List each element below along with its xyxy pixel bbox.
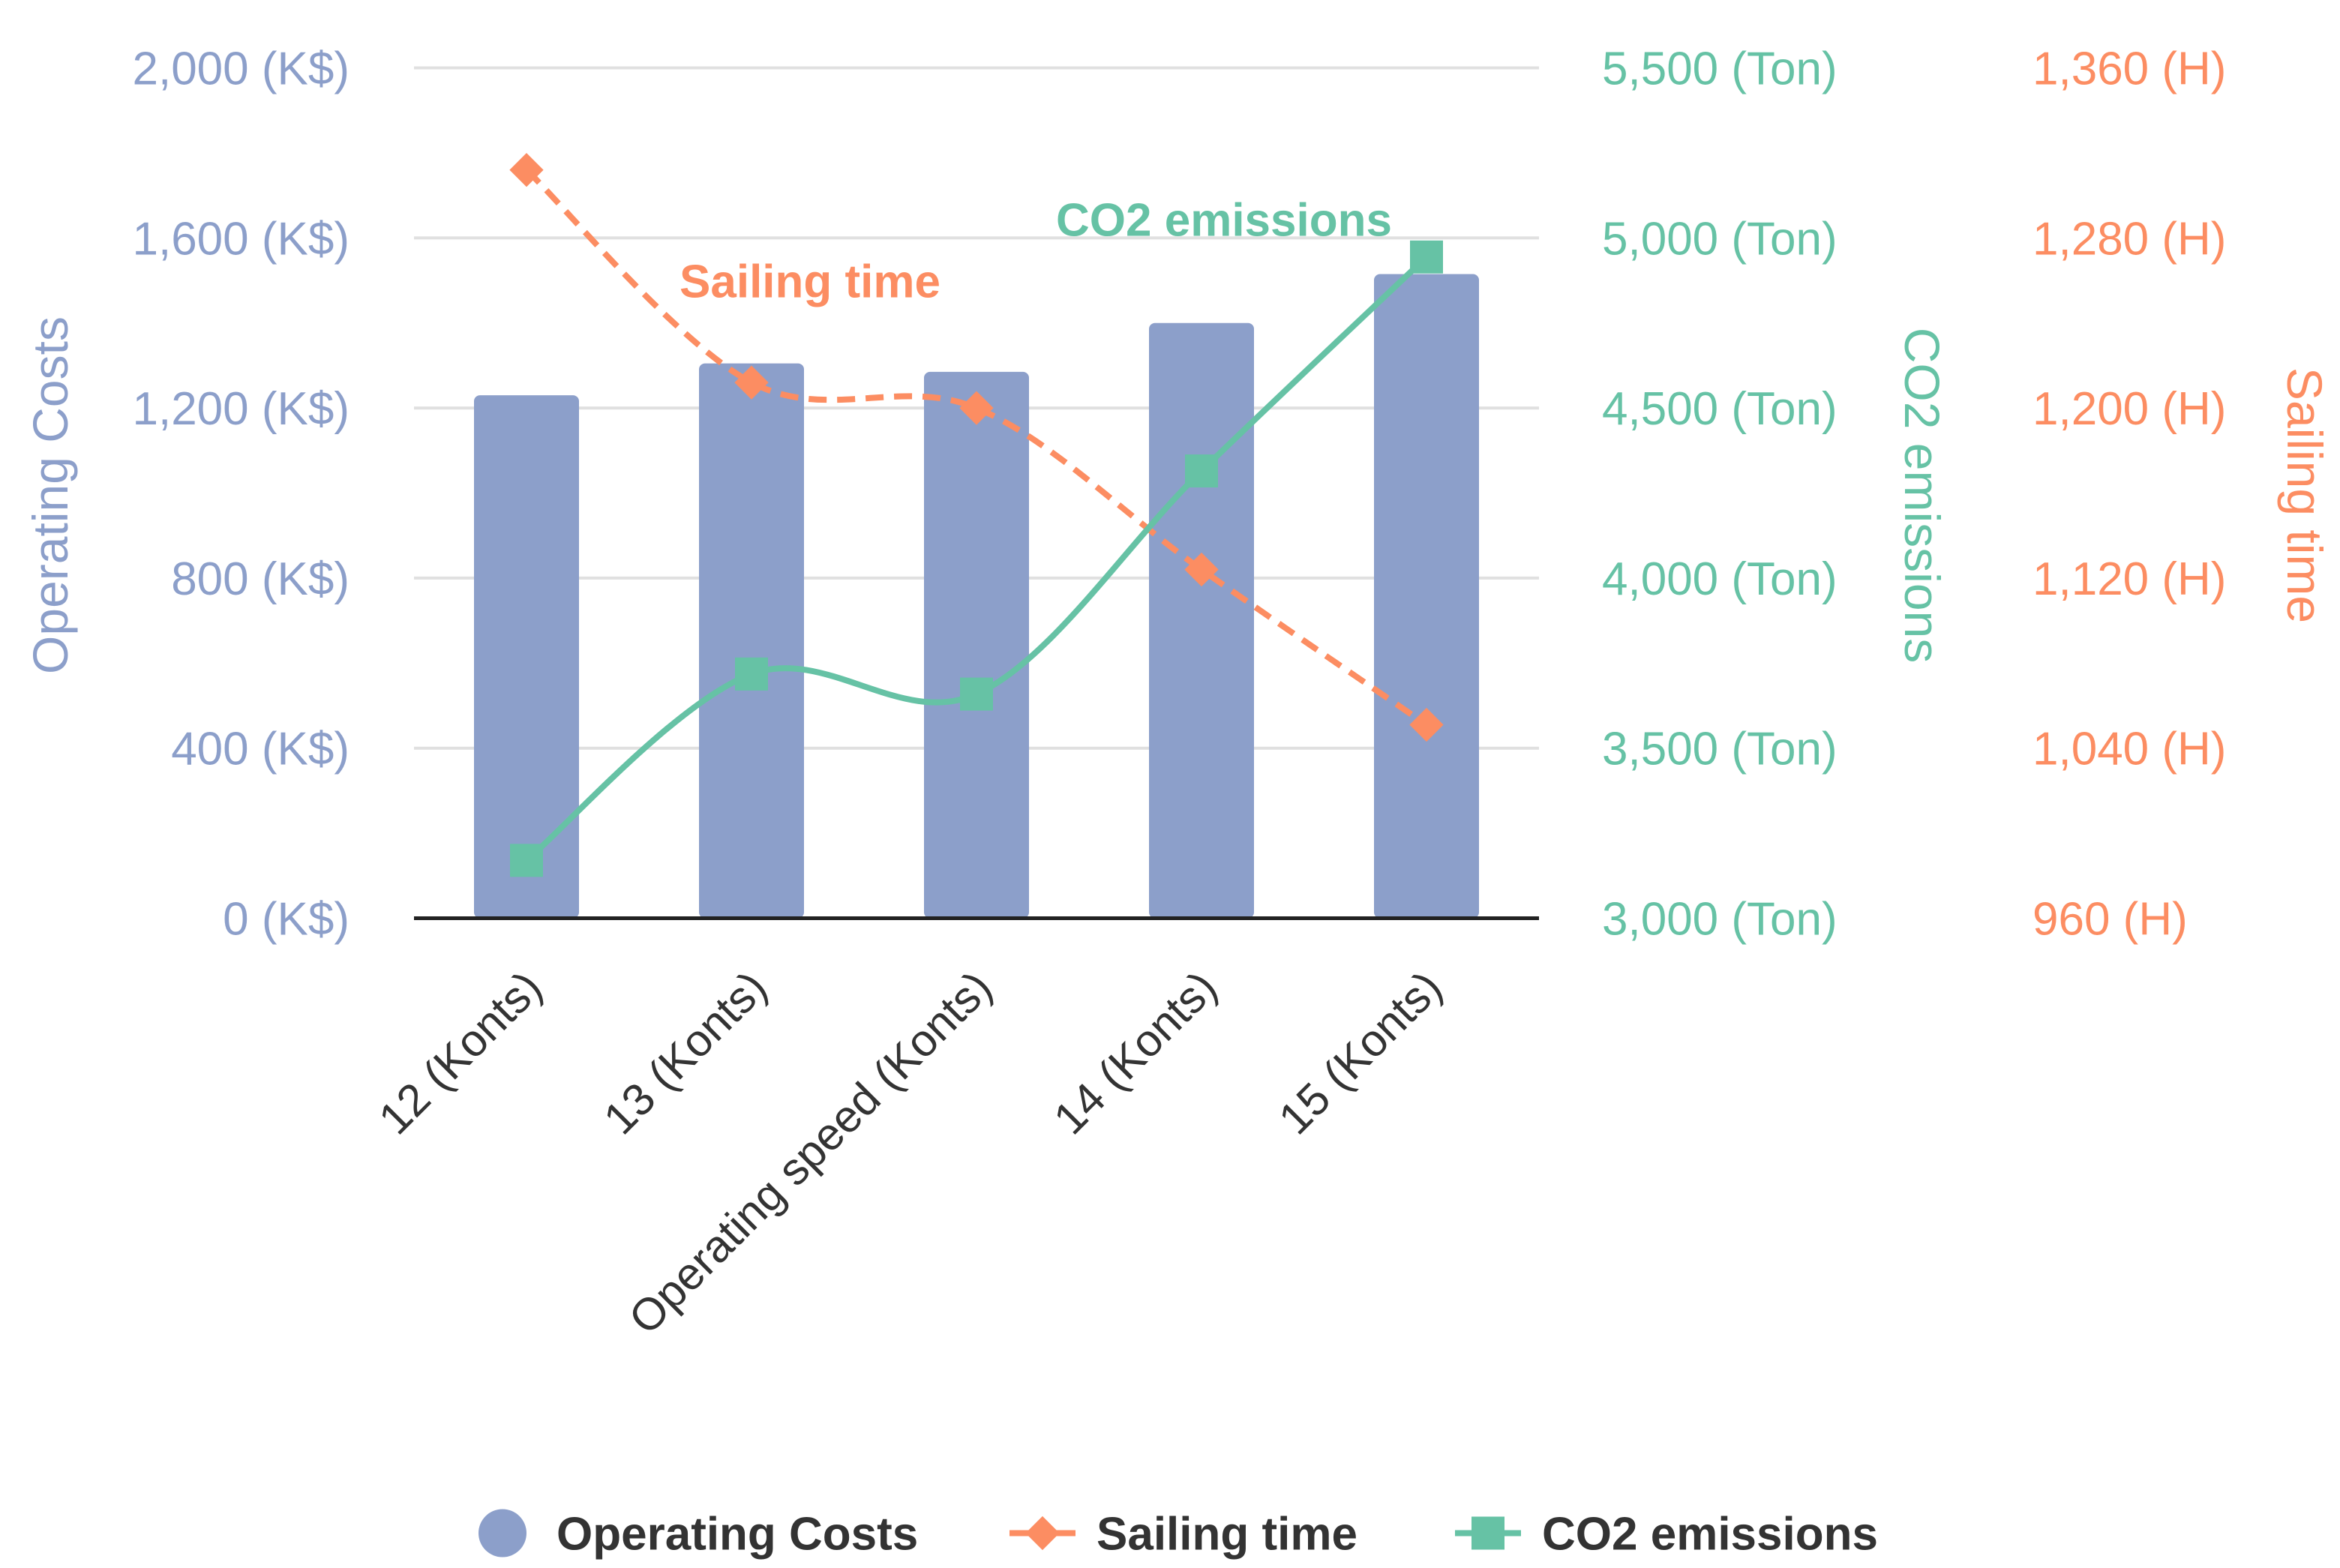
left-tick-label: 400 (K$)	[171, 724, 350, 775]
right1-tick-label: 3,000 (Ton)	[1602, 894, 1838, 946]
right2-tick-label: 960 (H)	[2032, 894, 2188, 946]
right2-tick-label: 1,040 (H)	[2032, 724, 2226, 775]
legend-marker	[1025, 1516, 1060, 1551]
bars	[474, 274, 1479, 919]
x-tick-label: 13 (Konts)	[594, 961, 776, 1144]
bar-operating-costs	[474, 395, 579, 919]
line-sailing-time	[524, 167, 1429, 727]
point-sailing-time	[959, 391, 994, 425]
right1-tick-label: 3,500 (Ton)	[1602, 724, 1838, 775]
left-tick-label: 0 (K$)	[223, 894, 350, 946]
x-tick-label: 14 (Konts)	[1044, 961, 1226, 1144]
right2-tick-label: 1,280 (H)	[2032, 213, 2226, 265]
left-tick-label: 1,200 (K$)	[132, 383, 350, 435]
left-tick-label: 800 (K$)	[171, 553, 350, 605]
legend-label: Operating Costs	[556, 1509, 918, 1561]
left-axis-title: Operating Costs	[22, 316, 78, 674]
bar-operating-costs	[1149, 322, 1254, 919]
right2-tick-label: 1,200 (H)	[2032, 383, 2226, 435]
point-co2-emissions	[960, 677, 993, 711]
legend-marker	[478, 1509, 526, 1558]
legend-marker	[1472, 1516, 1504, 1550]
point-co2-emissions	[1185, 454, 1218, 488]
point-co2-emissions	[1410, 240, 1443, 274]
point-co2-emissions	[735, 657, 768, 691]
co2-axis-title: CO2 emissions	[1894, 328, 1950, 663]
legend-item-operating-costs: Operating Costs	[478, 1509, 918, 1561]
x-tick-label: 15 (Konts)	[1269, 961, 1451, 1144]
right1-tick-label: 5,500 (Ton)	[1602, 43, 1838, 95]
right1-tick-label: 5,000 (Ton)	[1602, 213, 1838, 265]
annotation-co2-emissions: CO2 emissions	[1056, 195, 1392, 247]
annotation-sailing-time: Sailing time	[680, 256, 940, 308]
x-tick-label: 12 (Konts)	[369, 961, 551, 1144]
right1-tick-label: 4,000 (Ton)	[1602, 553, 1838, 605]
left-tick-label: 1,600 (K$)	[132, 213, 350, 265]
legend-label: CO2 emissions	[1542, 1509, 1878, 1561]
right2-tick-label: 1,360 (H)	[2032, 43, 2226, 95]
legend-item-sailing-time: Sailing time	[1010, 1509, 1358, 1561]
point-sailing-time	[1409, 707, 1444, 742]
bar-operating-costs	[699, 363, 804, 919]
right2-tick-label: 1,120 (H)	[2032, 553, 2226, 605]
left-tick-label: 2,000 (K$)	[132, 43, 350, 95]
bar-operating-costs	[1374, 274, 1479, 919]
lines	[509, 152, 1444, 877]
point-sailing-time	[1184, 552, 1219, 587]
sailing-axis-title: Sailing time	[2277, 367, 2332, 623]
legend-label: Sailing time	[1096, 1509, 1358, 1561]
right1-tick-label: 4,500 (Ton)	[1602, 383, 1838, 435]
point-co2-emissions	[510, 844, 543, 877]
point-sailing-time	[509, 152, 544, 187]
x-tick-label: Operating speed (Konts)	[620, 961, 1002, 1344]
legend-item-co2-emissions: CO2 emissions	[1455, 1509, 1878, 1561]
bar-operating-costs	[924, 371, 1029, 919]
legend: Operating Costs Sailing time CO2 emissions	[478, 1509, 1878, 1561]
